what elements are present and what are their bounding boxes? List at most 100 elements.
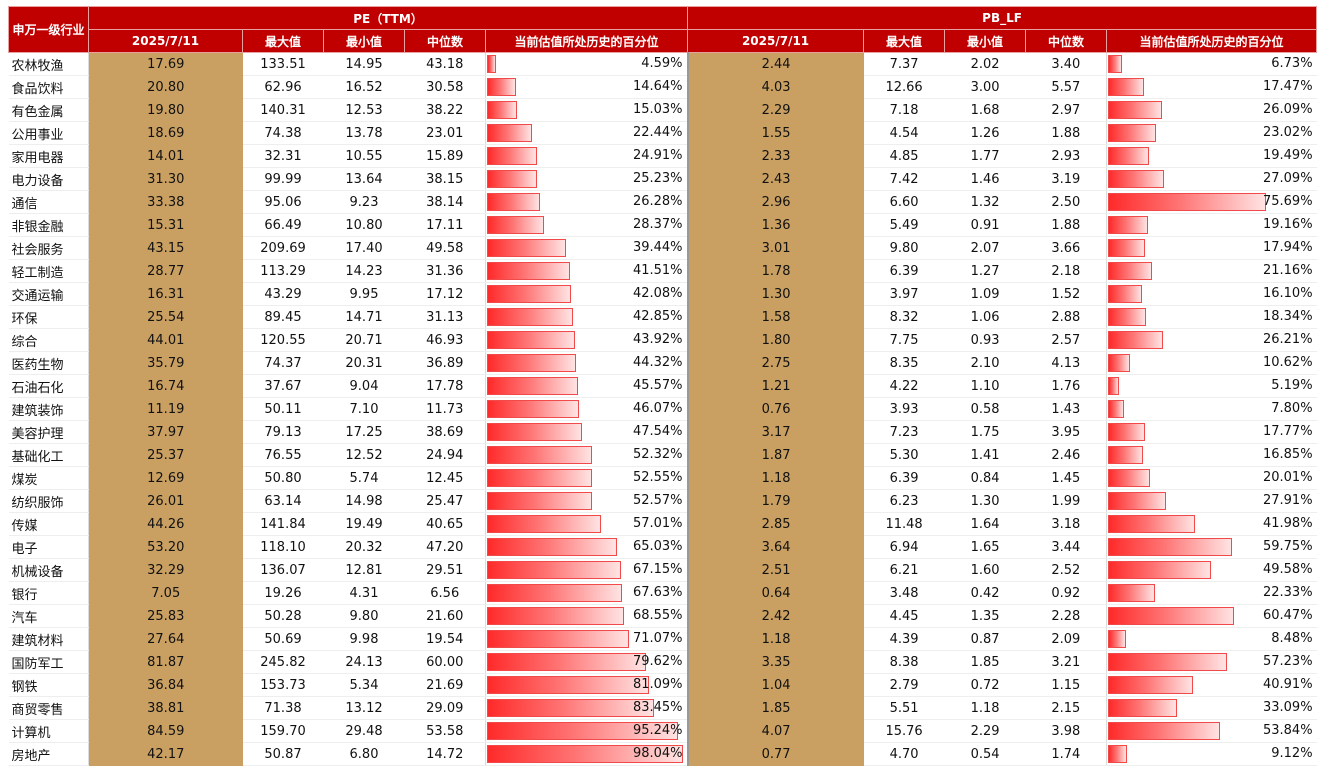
pe-percentile-bar bbox=[487, 515, 602, 533]
pe-max: 74.37 bbox=[242, 351, 324, 375]
table-row: 医药生物 35.79 74.37 20.31 36.89 44.32% 2.75 8.35 2.… bbox=[8, 351, 1317, 375]
pe-percentile-value: 44.32% bbox=[632, 355, 683, 370]
pb-median: 1.45 bbox=[1025, 466, 1107, 490]
pb-min: 1.64 bbox=[944, 512, 1026, 536]
pb-min: 1.18 bbox=[944, 696, 1026, 720]
pe-percentile-bar bbox=[487, 607, 625, 625]
industry-name: 纺织服饰 bbox=[8, 489, 89, 513]
pb-percentile-cell: 8.48% bbox=[1106, 627, 1317, 651]
pe-percentile-cell: 15.03% bbox=[484, 98, 688, 122]
pe-median: 47.20 bbox=[404, 535, 486, 559]
pe-median: 38.69 bbox=[404, 420, 486, 444]
pb-median: 2.46 bbox=[1025, 443, 1107, 467]
pe-max: 141.84 bbox=[242, 512, 324, 536]
pb-percentile-bar bbox=[1108, 216, 1148, 234]
pe-median: 38.15 bbox=[404, 167, 486, 191]
table-row: 通信 33.38 95.06 9.23 38.14 26.28% 2.96 6.60 1.32 2… bbox=[8, 190, 1317, 214]
pb-percentile-bar bbox=[1108, 239, 1146, 257]
pe-median: 21.60 bbox=[404, 604, 486, 628]
pb-col-percentile: 当前估值所处历史的百分位 bbox=[1106, 29, 1318, 53]
pe-percentile-cell: 41.51% bbox=[484, 259, 688, 283]
pb-percentile-value: 18.34% bbox=[1262, 309, 1313, 324]
pe-median: 31.36 bbox=[404, 259, 486, 283]
pe-percentile-cell: 14.64% bbox=[484, 75, 688, 99]
pb-percentile-bar bbox=[1108, 745, 1128, 763]
pb-max: 5.49 bbox=[863, 213, 945, 237]
pe-percentile-bar bbox=[487, 469, 593, 487]
pb-min: 1.75 bbox=[944, 420, 1026, 444]
pe-current: 20.80 bbox=[88, 75, 243, 99]
pe-min: 20.32 bbox=[323, 535, 405, 559]
pe-percentile-value: 67.63% bbox=[632, 585, 683, 600]
pb-percentile-cell: 19.49% bbox=[1106, 144, 1317, 168]
pe-percentile-bar bbox=[487, 492, 593, 510]
pb-current: 2.96 bbox=[686, 190, 864, 214]
pb-min: 1.26 bbox=[944, 121, 1026, 145]
industry-name: 家用电器 bbox=[8, 144, 89, 168]
pb-max: 8.32 bbox=[863, 305, 945, 329]
pe-percentile-cell: 95.24% bbox=[484, 719, 688, 743]
pe-percentile-bar bbox=[487, 354, 576, 372]
pe-median: 36.89 bbox=[404, 351, 486, 375]
pb-percentile-value: 17.47% bbox=[1262, 79, 1313, 94]
pb-min: 1.06 bbox=[944, 305, 1026, 329]
industry-name: 非银金融 bbox=[8, 213, 89, 237]
pe-col-min: 最小值 bbox=[323, 29, 405, 53]
pe-max: 71.38 bbox=[242, 696, 324, 720]
pe-median: 23.01 bbox=[404, 121, 486, 145]
table-row: 建筑装饰 11.19 50.11 7.10 11.73 46.07% 0.76 3.93 0.5… bbox=[8, 397, 1317, 421]
pb-max: 4.70 bbox=[863, 742, 945, 766]
pb-max: 5.51 bbox=[863, 696, 945, 720]
pb-percentile-value: 21.16% bbox=[1262, 263, 1313, 278]
pb-current: 2.43 bbox=[686, 167, 864, 191]
pe-current: 7.05 bbox=[88, 581, 243, 605]
industry-name: 石油石化 bbox=[8, 374, 89, 398]
pe-min: 20.31 bbox=[323, 351, 405, 375]
pe-min: 17.40 bbox=[323, 236, 405, 260]
pe-percentile-bar bbox=[487, 423, 583, 441]
pe-max: 50.69 bbox=[242, 627, 324, 651]
pb-percentile-value: 27.09% bbox=[1262, 171, 1313, 186]
pe-percentile-value: 41.51% bbox=[632, 263, 683, 278]
pe-percentile-bar bbox=[487, 377, 579, 395]
table-row: 电力设备 31.30 99.99 13.64 38.15 25.23% 2.43 7.42 1.… bbox=[8, 167, 1317, 191]
pe-current: 37.97 bbox=[88, 420, 243, 444]
pe-percentile-bar bbox=[487, 400, 580, 418]
pb-current: 2.44 bbox=[686, 52, 864, 76]
pb-max: 8.35 bbox=[863, 351, 945, 375]
pb-min: 0.91 bbox=[944, 213, 1026, 237]
table-row: 传媒 44.26 141.84 19.49 40.65 57.01% 2.85 11.48 1.… bbox=[8, 512, 1317, 536]
industry-name: 计算机 bbox=[8, 719, 89, 743]
table-row: 计算机 84.59 159.70 29.48 53.58 95.24% 4.07 15.76 2… bbox=[8, 719, 1317, 743]
pb-current: 1.87 bbox=[686, 443, 864, 467]
pb-percentile-value: 40.91% bbox=[1262, 677, 1313, 692]
pb-percentile-bar bbox=[1108, 170, 1165, 188]
pb-median: 3.18 bbox=[1025, 512, 1107, 536]
pb-min: 2.10 bbox=[944, 351, 1026, 375]
pe-min: 6.80 bbox=[323, 742, 405, 766]
pb-min: 1.41 bbox=[944, 443, 1026, 467]
pe-percentile-cell: 4.59% bbox=[484, 52, 688, 76]
pb-min: 1.30 bbox=[944, 489, 1026, 513]
pe-max: 140.31 bbox=[242, 98, 324, 122]
pb-percentile-value: 6.73% bbox=[1271, 56, 1313, 71]
pe-median: 38.22 bbox=[404, 98, 486, 122]
pb-percentile-value: 17.77% bbox=[1262, 424, 1313, 439]
pe-min: 13.64 bbox=[323, 167, 405, 191]
pb-median: 3.95 bbox=[1025, 420, 1107, 444]
pe-min: 14.71 bbox=[323, 305, 405, 329]
pe-percentile-cell: 83.45% bbox=[484, 696, 688, 720]
pe-min: 12.52 bbox=[323, 443, 405, 467]
pb-max: 4.45 bbox=[863, 604, 945, 628]
pb-percentile-cell: 26.09% bbox=[1106, 98, 1317, 122]
pe-percentile-value: 65.03% bbox=[632, 539, 683, 554]
pe-current: 16.31 bbox=[88, 282, 243, 306]
pb-percentile-bar bbox=[1108, 515, 1196, 533]
pe-percentile-value: 81.09% bbox=[632, 677, 683, 692]
pb-percentile-bar bbox=[1108, 584, 1155, 602]
pe-current: 84.59 bbox=[88, 719, 243, 743]
pb-percentile-cell: 6.73% bbox=[1106, 52, 1317, 76]
pb-percentile-value: 19.16% bbox=[1262, 217, 1313, 232]
pe-percentile-bar bbox=[487, 101, 518, 119]
pe-percentile-bar bbox=[487, 745, 684, 763]
